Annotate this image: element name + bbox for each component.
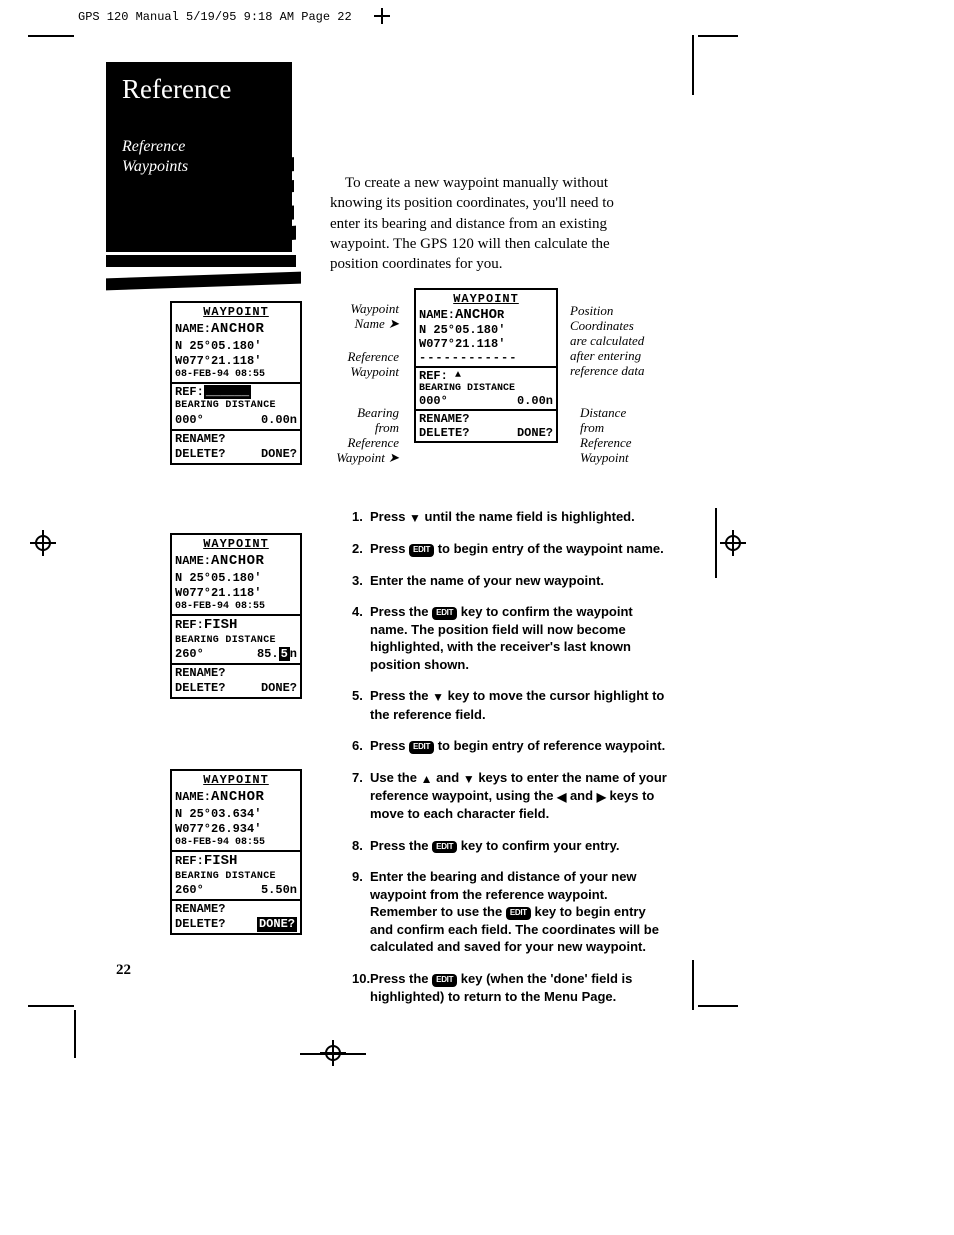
crop-mark	[28, 1005, 74, 1007]
step-5: Press the ▼ key to move the cursor highl…	[352, 687, 672, 723]
done-highlight: DONE?	[257, 917, 297, 932]
registration-mark-icon	[720, 530, 746, 556]
step-8: Press the EDIT key to confirm your entry…	[352, 837, 672, 855]
up-arrow-icon: ▲	[421, 772, 433, 786]
step-2: Press EDIT to begin entry of the waypoin…	[352, 540, 672, 558]
sidebar-title-block: Reference Reference Waypoints	[106, 62, 292, 252]
dist-digit-highlight: 5	[279, 647, 290, 661]
ref-field-highlight: ______	[204, 385, 251, 399]
gps-header: WAYPOINT	[172, 535, 300, 552]
down-arrow-icon: ▼	[409, 511, 421, 525]
edit-key-icon: EDIT	[432, 974, 457, 987]
edit-key-icon: EDIT	[409, 544, 434, 557]
name-cursor: R	[497, 308, 504, 322]
step-3: Enter the name of your new waypoint.	[352, 572, 672, 590]
gps-header: WAYPOINT	[172, 303, 300, 320]
step-7: Use the ▲ and ▼ keys to enter the name o…	[352, 769, 672, 823]
edit-key-icon: EDIT	[432, 841, 457, 854]
crop-mark	[28, 35, 74, 37]
annotated-diagram: WAYPOINT NAME:ANCHOR N 25°05.180' W077°2…	[334, 288, 674, 488]
diagram-gps-screen: WAYPOINT NAME:ANCHOR N 25°05.180' W077°2…	[414, 288, 558, 443]
label-position-coordinates: Position Coordinates are calculated afte…	[570, 304, 680, 379]
gps-screen-3: WAYPOINT NAME:ANCHOR N 25°03.634' W077°2…	[170, 769, 302, 935]
crop-mark	[300, 1053, 366, 1055]
crop-mark	[692, 960, 694, 1010]
trim-mark-icon	[374, 8, 390, 24]
label-waypoint-name: Waypoint Name ➤	[329, 302, 399, 332]
decorative-stroke	[106, 255, 296, 267]
step-6: Press EDIT to begin entry of reference w…	[352, 737, 672, 755]
edit-key-icon: EDIT	[409, 741, 434, 754]
crop-mark	[698, 35, 738, 37]
intro-paragraph: To create a new waypoint manually withou…	[330, 173, 640, 274]
edit-key-icon: EDIT	[432, 607, 457, 620]
crop-mark	[692, 35, 694, 95]
step-1: Press ▼ until the name field is highligh…	[352, 508, 672, 526]
crop-mark	[698, 1005, 738, 1007]
gps-screen-2: WAYPOINT NAME:ANCHOR N 25°05.180' W077°2…	[170, 533, 302, 699]
gps-header: WAYPOINT	[172, 771, 300, 788]
crop-mark	[715, 508, 717, 578]
decorative-stroke	[106, 272, 301, 291]
down-arrow-icon: ▼	[432, 690, 444, 704]
page-number: 22	[116, 962, 131, 979]
label-reference-waypoint: Reference Waypoint	[329, 350, 399, 380]
label-distance-from: Distance from Reference Waypoint	[580, 406, 670, 466]
right-arrow-icon: ▶	[597, 790, 606, 804]
registration-mark-icon	[30, 530, 56, 556]
instruction-list: Press ▼ until the name field is highligh…	[352, 508, 672, 1019]
doc-header: GPS 120 Manual 5/19/95 9:18 AM Page 22	[78, 10, 352, 24]
step-10: Press the EDIT key (when the 'done' fiel…	[352, 970, 672, 1005]
crop-mark	[74, 1010, 76, 1058]
left-arrow-icon: ◀	[557, 790, 566, 804]
label-bearing-from: Bearing from Reference Waypoint ➤	[329, 406, 399, 466]
step-9: Enter the bearing and distance of your n…	[352, 868, 672, 956]
gps-screen-1: WAYPOINT NAME:ANCHOR N 25°05.180' W077°2…	[170, 301, 302, 465]
step-4: Press the EDIT key to confirm the waypoi…	[352, 603, 672, 673]
down-arrow-icon: ▼	[463, 772, 475, 786]
edit-key-icon: EDIT	[506, 907, 531, 920]
